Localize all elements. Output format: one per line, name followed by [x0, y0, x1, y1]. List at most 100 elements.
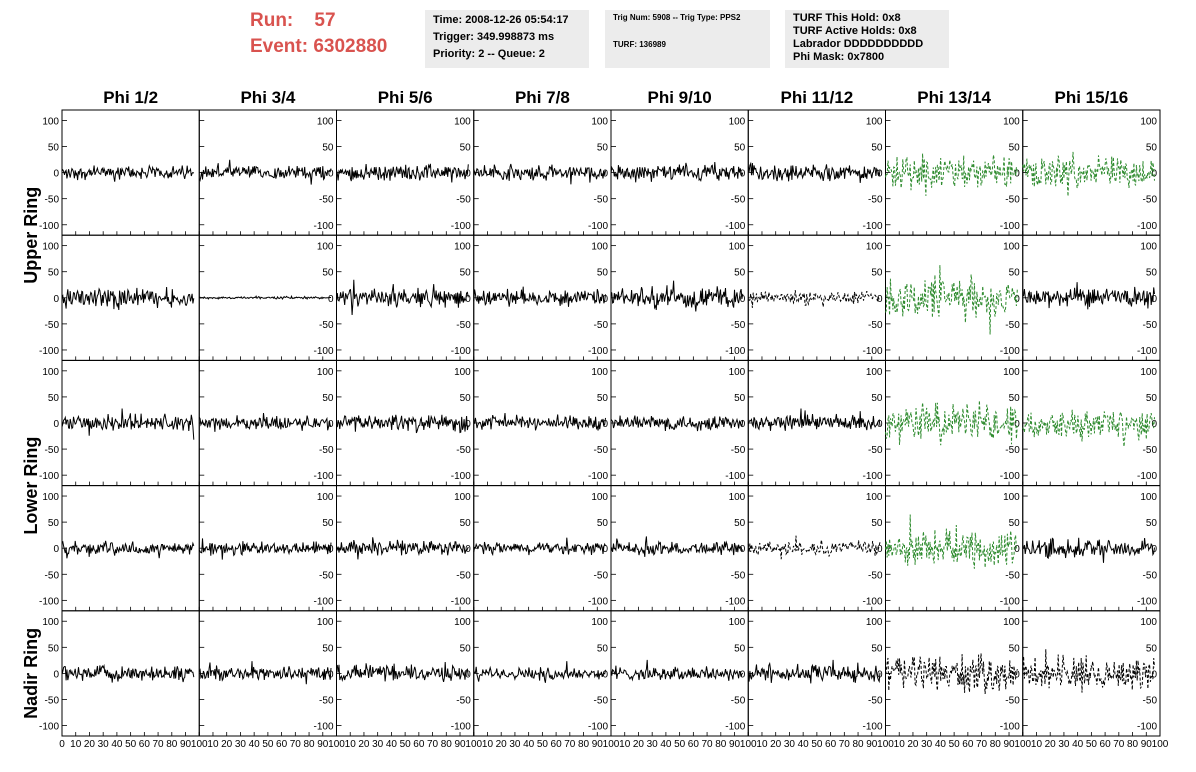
y-tick-label: -50 — [594, 570, 609, 581]
x-tick-label: 20 — [358, 739, 370, 750]
y-tick-label: 50 — [1009, 143, 1021, 154]
y-tick-label: 100 — [454, 242, 471, 253]
y-tick-label: -100 — [862, 596, 882, 607]
x-tick-label: 40 — [1072, 739, 1084, 750]
y-tick-label: 50 — [48, 518, 60, 529]
y-tick-label: 50 — [322, 393, 334, 404]
y-tick-label: 50 — [48, 393, 60, 404]
y-tick-label: -100 — [862, 346, 882, 357]
waveform-trace — [473, 661, 606, 683]
y-tick-label: 50 — [734, 393, 746, 404]
y-tick-label: 100 — [317, 242, 334, 253]
waveform-trace — [1022, 537, 1155, 563]
y-tick-label: -50 — [868, 320, 883, 331]
waveform-trace — [473, 412, 606, 431]
y-tick-label: -100 — [1000, 221, 1020, 232]
x-tick-label: 40 — [660, 739, 672, 750]
x-tick-label: 80 — [441, 739, 453, 750]
x-tick-label: 90 — [317, 739, 329, 750]
x-tick-label: 90 — [592, 739, 604, 750]
y-tick-label: -100 — [313, 221, 333, 232]
y-tick-label: 100 — [591, 617, 608, 628]
y-tick-label: 100 — [1003, 617, 1020, 628]
x-tick-label: 100 — [465, 739, 482, 750]
priority-text: Priority: 2 -- Queue: 2 — [433, 48, 545, 60]
x-tick-label: 60 — [825, 739, 837, 750]
waveform-trace — [473, 537, 606, 557]
y-tick-label: 50 — [734, 518, 746, 529]
y-tick-label: 50 — [322, 268, 334, 279]
y-tick-label: -50 — [1143, 320, 1158, 331]
y-tick-label: 0 — [465, 294, 471, 305]
x-tick-label: 50 — [400, 739, 412, 750]
column-header: Phi 9/10 — [647, 88, 711, 107]
y-tick-label: -100 — [588, 346, 608, 357]
y-tick-label: -100 — [588, 471, 608, 482]
x-tick-label: 20 — [496, 739, 508, 750]
waveform-trace — [336, 661, 469, 683]
y-tick-label: 50 — [1146, 268, 1158, 279]
y-tick-label: 100 — [1140, 492, 1157, 503]
y-tick-label: 100 — [42, 367, 59, 378]
y-tick-label: 100 — [591, 492, 608, 503]
y-tick-label: 100 — [729, 492, 746, 503]
y-tick-label: -100 — [862, 221, 882, 232]
y-tick-label: 100 — [1140, 617, 1157, 628]
y-tick-label: -100 — [588, 722, 608, 733]
y-tick-label: 50 — [734, 143, 746, 154]
turf-this-hold-text: TURF This Hold: 0x8 — [793, 12, 901, 24]
x-tick-label: 70 — [702, 739, 714, 750]
waveform-trace — [747, 535, 881, 560]
x-tick-label: 60 — [688, 739, 700, 750]
x-tick-label: 40 — [935, 739, 947, 750]
y-tick-label: -100 — [39, 722, 59, 733]
waveform-trace — [885, 400, 1018, 446]
y-tick-label: -50 — [456, 570, 471, 581]
y-tick-label: -100 — [862, 722, 882, 733]
y-tick-label: 100 — [591, 116, 608, 127]
y-tick-label: -50 — [1005, 320, 1020, 331]
column-header: Phi 7/8 — [515, 88, 570, 107]
waveform-trace — [885, 153, 1018, 196]
y-tick-label: -50 — [456, 445, 471, 456]
y-tick-label: -50 — [1005, 570, 1020, 581]
run-event-box: Run: 57 Event: 6302880 — [250, 8, 387, 60]
row-group-label: Lower Ring — [21, 437, 41, 535]
x-tick-label: 0 — [59, 739, 65, 750]
y-tick-label: 100 — [454, 116, 471, 127]
y-tick-label: -100 — [1000, 596, 1020, 607]
x-tick-label: 60 — [139, 739, 151, 750]
waveform-trace — [61, 663, 195, 683]
y-tick-label: -100 — [313, 596, 333, 607]
y-tick-label: 100 — [317, 492, 334, 503]
y-tick-label: 50 — [734, 643, 746, 654]
waveform-trace — [198, 538, 332, 560]
y-tick-label: 0 — [53, 544, 59, 555]
y-tick-label: 100 — [42, 116, 59, 127]
column-header: Phi 11/12 — [780, 88, 853, 107]
y-tick-label: 50 — [1009, 643, 1021, 654]
y-tick-label: -50 — [1005, 445, 1020, 456]
y-tick-label: 100 — [866, 617, 883, 628]
x-tick-label: 10 — [482, 739, 494, 750]
x-tick-label: 40 — [249, 739, 261, 750]
y-tick-label: -50 — [731, 445, 746, 456]
y-tick-label: -100 — [313, 346, 333, 357]
x-tick-label: 50 — [811, 739, 823, 750]
y-tick-label: 0 — [740, 294, 746, 305]
x-tick-label: 70 — [427, 739, 439, 750]
y-tick-label: 0 — [602, 544, 608, 555]
waveform-trace — [747, 408, 881, 431]
y-tick-label: 50 — [597, 518, 609, 529]
y-tick-label: -100 — [1137, 722, 1157, 733]
panel-frame — [885, 109, 1024, 236]
y-tick-label: -50 — [1143, 695, 1158, 706]
x-tick-label: 100 — [877, 739, 894, 750]
y-tick-label: 0 — [53, 419, 59, 430]
x-tick-label: 90 — [454, 739, 466, 750]
panel-frame — [885, 610, 1024, 737]
y-tick-label: 50 — [871, 268, 883, 279]
x-tick-label: 30 — [98, 739, 110, 750]
waveform-trace — [198, 159, 332, 185]
